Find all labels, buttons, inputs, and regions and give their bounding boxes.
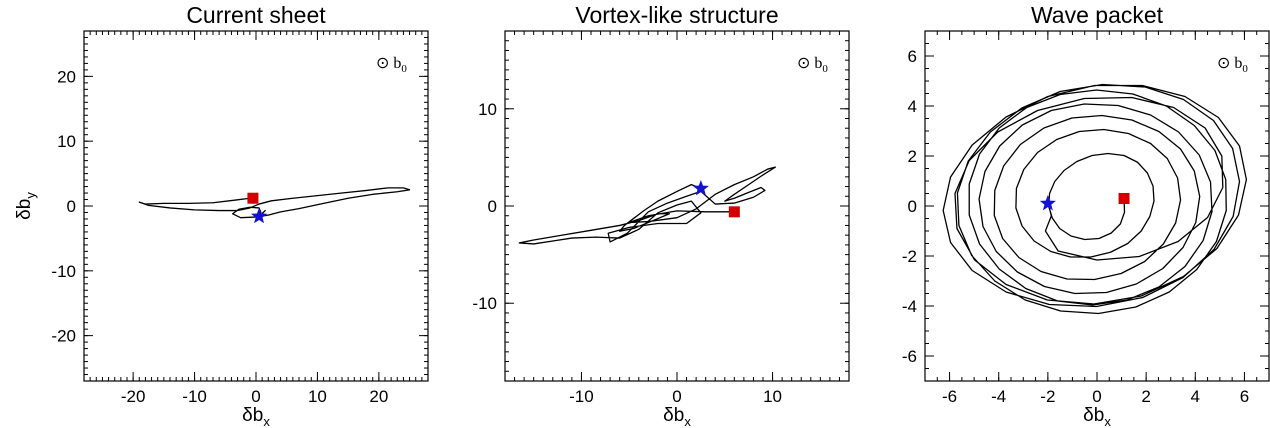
y-tick-label: 20 <box>57 67 76 86</box>
trajectory-line <box>942 83 1248 315</box>
b0-annotation: ⊙ b0 <box>1217 55 1248 75</box>
b0-annotation-sub: 0 <box>1242 63 1248 75</box>
x-axis-label-main: δb <box>1083 405 1104 426</box>
y-tick-label: -4 <box>902 297 917 316</box>
x-tick-label: 20 <box>369 387 388 406</box>
chart-title: Vortex-like structure <box>575 2 778 28</box>
y-axis-label: δby <box>14 192 38 220</box>
x-axis-label: δbx <box>1083 405 1111 428</box>
plot-frame <box>504 30 850 382</box>
start-square-marker <box>728 206 740 218</box>
chart-title: Wave packet <box>1031 2 1164 28</box>
y-tick-label: -10 <box>51 262 76 281</box>
b0-annotation: ⊙ b0 <box>797 55 828 75</box>
y-tick-label: -10 <box>472 294 497 313</box>
b0-annotation-main: ⊙ b <box>1217 55 1242 72</box>
x-tick-label: -10 <box>569 387 594 406</box>
x-tick-label: -4 <box>991 387 1006 406</box>
x-tick-label: 4 <box>1191 387 1200 406</box>
b0-annotation: ⊙ b0 <box>376 55 407 75</box>
trajectory-line <box>138 187 411 219</box>
x-axis-label: δbx <box>242 405 270 428</box>
y-tick-label: 4 <box>908 97 917 116</box>
x-tick-label: 0 <box>1092 387 1101 406</box>
end-star-marker <box>692 180 709 196</box>
x-tick-label: -6 <box>942 387 957 406</box>
y-axis-label-main: δb <box>14 199 35 220</box>
x-axis-label: δbx <box>663 405 691 428</box>
y-tick-label: -2 <box>902 247 917 266</box>
x-tick-label: 0 <box>251 387 260 406</box>
y-tick-label: 0 <box>908 197 917 216</box>
chart-title: Current sheet <box>186 2 326 28</box>
y-tick-label: 6 <box>908 47 917 66</box>
x-tick-label: -20 <box>121 387 146 406</box>
x-tick-label: 10 <box>763 387 782 406</box>
y-axis-label-sub: y <box>23 192 38 199</box>
x-tick-label: -10 <box>182 387 207 406</box>
b0-annotation-sub: 0 <box>822 63 828 75</box>
plot-frame <box>924 30 1270 382</box>
y-tick-label: 10 <box>57 132 76 151</box>
b0-annotation-sub: 0 <box>401 63 407 75</box>
x-tick-label: 6 <box>1240 387 1249 406</box>
y-tick-label: 0 <box>67 197 76 216</box>
x-axis-label-sub: x <box>263 414 270 428</box>
x-tick-label: 10 <box>308 387 327 406</box>
end-star-marker <box>1039 195 1056 211</box>
b0-annotation-main: ⊙ b <box>376 55 401 72</box>
panel-current-sheet: Current sheet-20 -10 0 10 20-20-1001020δbxδb… <box>14 2 429 428</box>
y-tick-label: 0 <box>488 197 497 216</box>
end-star-marker <box>250 207 268 224</box>
start-square-marker <box>247 192 259 204</box>
x-axis-label-sub: x <box>1104 414 1111 428</box>
start-square-marker <box>1118 193 1130 204</box>
y-tick-label: 2 <box>908 147 917 166</box>
x-tick-label: 2 <box>1141 387 1150 406</box>
y-tick-label: -20 <box>51 327 76 346</box>
y-tick-label: 10 <box>478 100 497 119</box>
x-tick-label: 0 <box>672 387 681 406</box>
x-axis-label-main: δb <box>242 405 263 426</box>
x-axis-label-main: δb <box>663 405 684 426</box>
trajectory-line <box>518 166 777 245</box>
b0-annotation-main: ⊙ b <box>797 55 822 72</box>
x-axis-label-sub: x <box>684 414 691 428</box>
x-tick-label: -2 <box>1040 387 1055 406</box>
y-tick-label: -6 <box>902 347 917 366</box>
